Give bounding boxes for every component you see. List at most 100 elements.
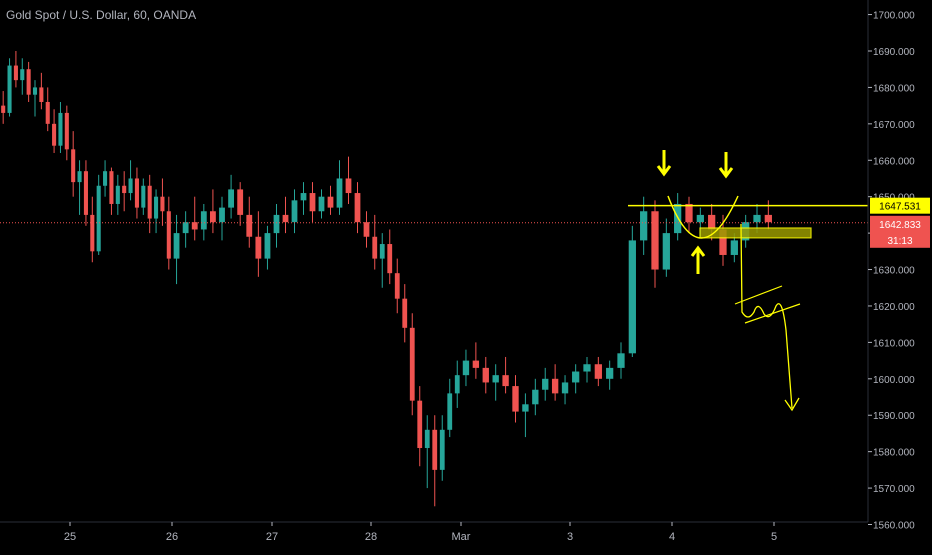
candle-body (182, 222, 189, 234)
candle (309, 182, 316, 223)
candle (542, 367, 549, 401)
arrow-head (718, 167, 734, 179)
time-tick-label: 4 (669, 531, 675, 543)
candle (273, 203, 280, 248)
price-axis[interactable]: 1700.000 1690.000 1680.000 1670.000 1660.000… (867, 0, 930, 532)
price-tick-label: 1590.000 (873, 411, 915, 422)
candle (685, 196, 693, 234)
price-tick-label: 1660.000 (873, 156, 915, 167)
arrow-down-left-top (656, 150, 672, 177)
candle-body (542, 378, 549, 390)
projected-arrow-head (784, 397, 800, 412)
candle (32, 80, 38, 117)
candle (447, 378, 453, 438)
price-tick-label: 1610.000 (873, 338, 915, 349)
candle (532, 378, 539, 416)
candle (482, 356, 489, 394)
candle (182, 211, 189, 248)
candle-body (327, 196, 334, 208)
candle-body (115, 185, 120, 204)
price-tick-label: 1620.000 (873, 302, 915, 313)
candle-body (246, 214, 253, 237)
candle (318, 189, 325, 219)
projected-path (740, 223, 793, 409)
candle-body (64, 112, 69, 150)
candle-body (219, 207, 225, 223)
candle-body (594, 364, 602, 379)
candle-body (228, 189, 234, 208)
candle (26, 61, 31, 102)
candle (173, 214, 180, 285)
channel-line-bottom (744, 303, 801, 324)
candle-body (651, 211, 659, 270)
candle (210, 189, 216, 234)
candle-body (482, 367, 489, 383)
candle-body (764, 214, 772, 223)
candle-body (282, 214, 289, 223)
time-tick-label: 28 (365, 531, 377, 543)
candle (64, 105, 69, 161)
candle (291, 189, 298, 234)
candle (583, 356, 591, 383)
time-tick-label: 26 (166, 531, 178, 543)
candle (154, 189, 159, 234)
candle-body (58, 112, 63, 146)
symbol-title: Gold Spot / U.S. Dollar, 60, OANDA (6, 8, 197, 22)
candle (512, 375, 519, 423)
candle-body (300, 193, 307, 201)
candle-body (345, 178, 352, 194)
candle-body (173, 233, 180, 259)
candle (166, 196, 171, 270)
candle-body (273, 214, 280, 234)
candle-body (606, 367, 614, 379)
candle (606, 360, 614, 390)
candle-body (492, 375, 499, 383)
resistance-price-badge (870, 197, 930, 214)
support-zone (699, 227, 812, 239)
candle (103, 160, 108, 197)
candle (300, 182, 307, 215)
candle-body (134, 178, 139, 208)
last-price-badge (870, 215, 930, 248)
candle-body (109, 171, 114, 204)
candle (402, 284, 408, 343)
candle (472, 342, 480, 379)
candle-body (432, 429, 438, 470)
candle-body (103, 171, 108, 186)
time-axis[interactable]: 25 26 27 28 Mar 3 4 5 (0, 521, 868, 543)
candle (417, 386, 423, 467)
candle (454, 360, 460, 408)
candle-body (210, 211, 216, 223)
candle (58, 101, 63, 153)
candle (363, 211, 370, 248)
price-tick-label: 1600.000 (873, 375, 915, 386)
candle (77, 160, 82, 215)
candle (39, 72, 44, 110)
cup-curve (667, 195, 739, 239)
candle-body (141, 185, 146, 208)
candle-body (379, 244, 385, 259)
candle-body (77, 171, 82, 183)
candle (594, 356, 602, 387)
candle-body (26, 69, 31, 95)
candle-body (200, 211, 207, 230)
time-tick-label: 25 (64, 531, 76, 543)
candle (561, 375, 569, 405)
annotations-layer (0, 150, 868, 412)
candle-body (424, 429, 430, 449)
candle (394, 258, 400, 314)
price-tick-label: 1630.000 (873, 266, 915, 277)
candle-body (417, 400, 423, 449)
candle-body (237, 189, 244, 215)
candle (327, 185, 334, 215)
candle-body (372, 236, 378, 259)
candle-body (255, 236, 262, 259)
time-tick-label: 3 (567, 531, 573, 543)
candle (345, 156, 352, 204)
candle (141, 178, 146, 215)
candle (83, 160, 88, 226)
candle-body (454, 375, 460, 394)
candle (336, 160, 343, 215)
